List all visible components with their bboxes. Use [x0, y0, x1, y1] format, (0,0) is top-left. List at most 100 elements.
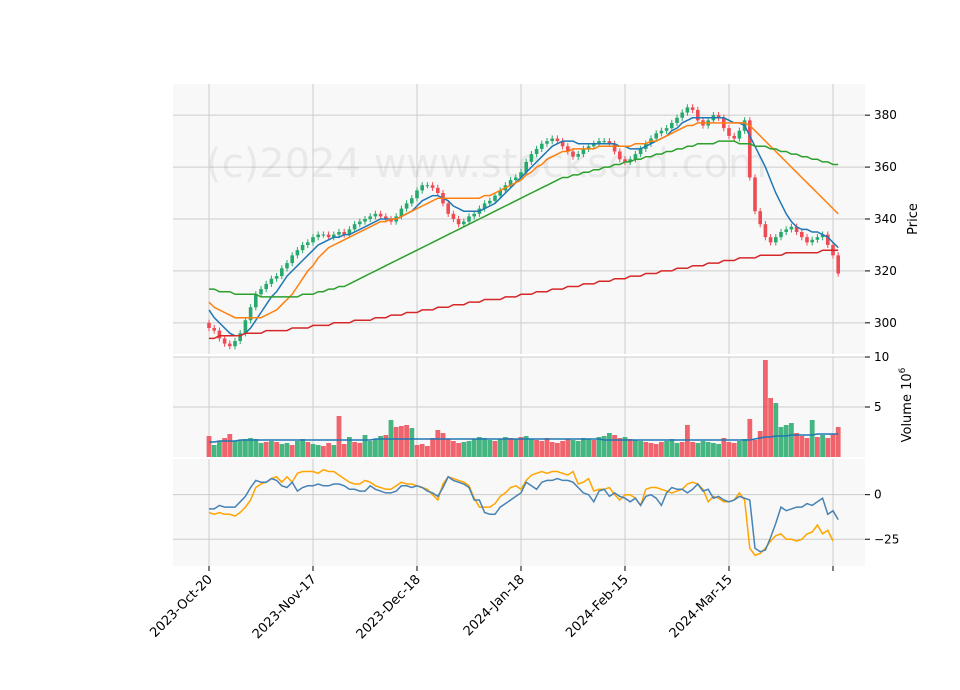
- moving-average-lines: [208, 117, 839, 340]
- candle-body: [399, 208, 404, 217]
- candle-body: [472, 213, 476, 217]
- candle-body: [238, 333, 242, 342]
- candle-body: [784, 229, 788, 232]
- candle-body: [607, 141, 612, 144]
- candle-body: [618, 151, 622, 160]
- volume-bar: [529, 439, 534, 457]
- candle-body: [826, 234, 830, 245]
- volume-average-line: [209, 433, 839, 443]
- candle-body: [462, 221, 466, 225]
- volume-bar: [357, 443, 363, 457]
- oscillator-line-blue: [209, 475, 839, 553]
- candle-body: [586, 146, 591, 149]
- volume-bar: [237, 440, 243, 457]
- volume-bar: [513, 439, 519, 457]
- volume-bar: [399, 426, 404, 457]
- volume-bar: [435, 430, 441, 457]
- volume-bar: [601, 436, 607, 457]
- price-y-tick-label: 300: [874, 316, 897, 330]
- volume-bar: [440, 433, 446, 457]
- moving-average-red: [209, 249, 839, 340]
- candle-body: [326, 234, 331, 238]
- volume-bar: [835, 427, 841, 457]
- volume-bar: [695, 443, 701, 457]
- candle-body: [716, 115, 721, 118]
- candle-body: [592, 143, 596, 147]
- candle-body: [332, 234, 336, 238]
- candle-body: [316, 234, 320, 238]
- volume-bar: [352, 442, 357, 457]
- candle-body: [696, 109, 700, 121]
- volume-bar: [378, 436, 383, 457]
- candle-body: [274, 276, 279, 279]
- volume-bar: [492, 441, 498, 457]
- volume-bar: [674, 443, 680, 457]
- moving-average-orange: [208, 122, 839, 319]
- volume-bar: [799, 436, 805, 457]
- price-y-tick-label: 320: [874, 264, 897, 278]
- volume-bar: [295, 441, 300, 457]
- candle-body: [482, 203, 487, 209]
- candle-body: [415, 190, 419, 199]
- volume-bar: [643, 442, 649, 457]
- volume-bar: [783, 425, 789, 457]
- candle-body: [493, 195, 497, 201]
- candle-body: [529, 154, 534, 162]
- candle-body: [228, 343, 232, 347]
- volume-bar: [742, 439, 747, 457]
- candle-body: [545, 141, 549, 144]
- volume-bar: [253, 439, 259, 457]
- price-y-axis: 300 320 340 360 380: [865, 108, 897, 330]
- volume-bar: [466, 441, 472, 457]
- volume-bar: [310, 444, 316, 457]
- moving-average-green: [209, 140, 839, 298]
- candle-body: [779, 231, 783, 238]
- candle-body: [805, 237, 809, 243]
- candle-body: [794, 226, 799, 232]
- volume-bar: [653, 444, 659, 457]
- volume-y-tick-label: 5: [874, 400, 882, 414]
- volume-bar: [326, 443, 331, 457]
- oscillator-panel-background: [173, 459, 865, 566]
- volume-bar: [336, 416, 342, 457]
- candle-body: [581, 148, 586, 155]
- volume-bar: [747, 419, 753, 457]
- volume-bar: [482, 438, 487, 457]
- volume-bar: [373, 439, 378, 457]
- volume-bar: [685, 425, 690, 457]
- candle-body: [436, 187, 440, 194]
- volume-bar: [705, 442, 711, 457]
- volume-bar: [622, 437, 628, 457]
- volume-bar: [497, 439, 503, 457]
- oscillator-panel: 0 −25: [173, 459, 899, 566]
- candle-body: [774, 237, 778, 243]
- volume-bar: [331, 445, 337, 457]
- candle-body: [217, 330, 222, 339]
- volume-bar: [258, 443, 264, 457]
- volume-bar: [648, 443, 654, 457]
- candle-body: [311, 237, 315, 243]
- volume-bar: [700, 441, 706, 457]
- candle-body: [337, 231, 341, 235]
- candle-body: [815, 237, 820, 240]
- volume-bar: [539, 441, 545, 457]
- volume-bar: [263, 442, 269, 457]
- candle-body: [254, 294, 258, 308]
- candle-body: [285, 263, 289, 269]
- candle-body: [727, 128, 731, 136]
- volume-bar: [716, 444, 721, 457]
- candle-body: [425, 185, 430, 187]
- volume-bar: [232, 441, 238, 457]
- volume-bar: [518, 437, 524, 457]
- volume-bar: [508, 438, 513, 457]
- volume-bar: [726, 442, 732, 457]
- volume-bar: [664, 441, 669, 457]
- volume-bar: [638, 441, 643, 457]
- candle-body: [789, 226, 794, 230]
- volume-bar: [659, 442, 664, 457]
- oscillator-y-axis: 0 −25: [865, 488, 899, 546]
- candle-body: [602, 141, 606, 143]
- volume-bar: [279, 444, 285, 457]
- candle-body: [680, 112, 684, 118]
- candle-body: [748, 120, 752, 178]
